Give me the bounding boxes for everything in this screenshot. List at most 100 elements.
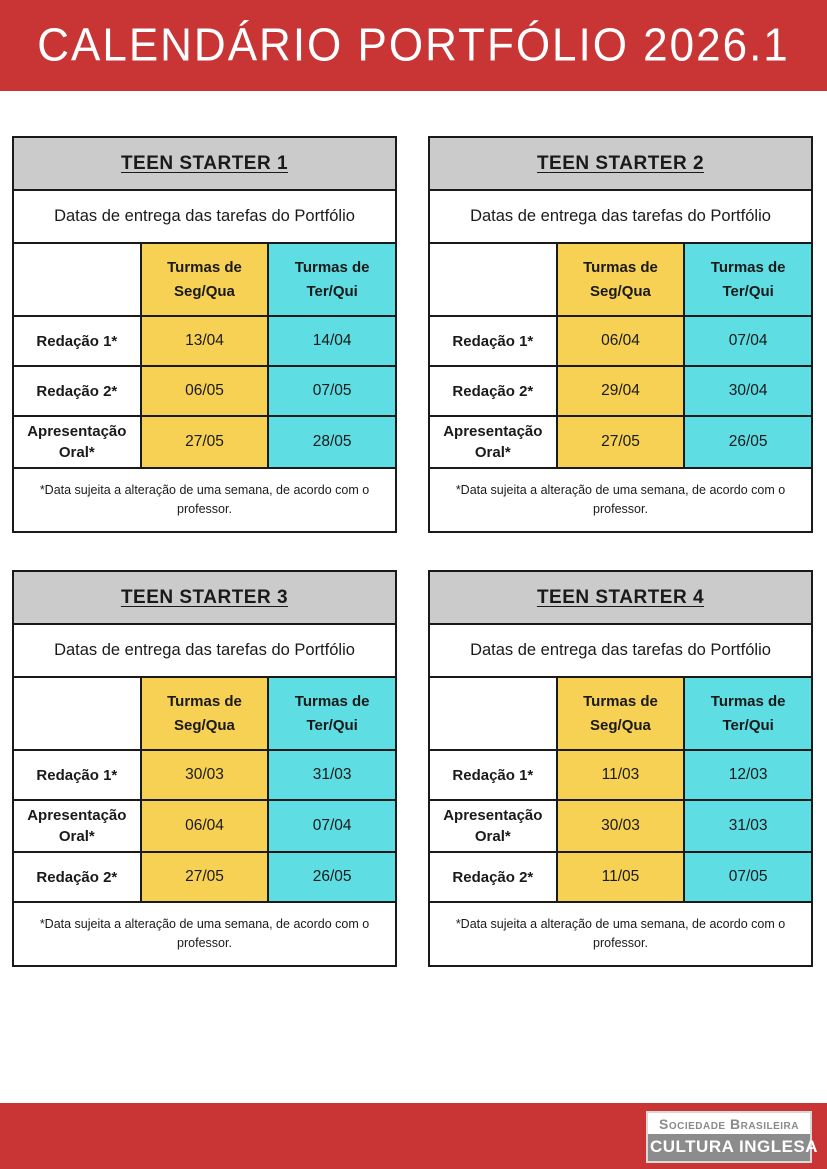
table-row: Datas de entrega das tarefas do Portfóli… — [428, 623, 813, 678]
task-label: Redação 2* — [428, 365, 558, 417]
table-row: *Data sujeita a alteração de uma semana,… — [12, 467, 397, 533]
table-row: Datas de entrega das tarefas do Portfóli… — [12, 189, 397, 244]
table-row: TEEN STARTER 2 — [428, 136, 813, 191]
task-label: Apresentação Oral* — [428, 415, 558, 469]
col-header-seg-qua: Turmas de Seg/Qua — [555, 676, 686, 751]
table-subtitle: Datas de entrega das tarefas do Portfóli… — [428, 623, 813, 678]
table-row: *Data sujeita a alteração de uma semana,… — [428, 467, 813, 533]
date-cell: 06/04 — [139, 799, 270, 853]
table-row: Redação 2* 27/05 26/05 — [12, 851, 397, 903]
table-footnote: *Data sujeita a alteração de uma semana,… — [12, 901, 397, 967]
table-title: TEEN STARTER 1 — [12, 136, 397, 191]
blank-corner-cell — [428, 676, 558, 751]
date-cell: 27/05 — [139, 415, 270, 469]
table-row: Redação 1* 06/04 07/04 — [428, 315, 813, 367]
table-row: Redação 1* 13/04 14/04 — [12, 315, 397, 367]
task-label: Redação 1* — [12, 315, 142, 367]
table-row: TEEN STARTER 1 — [12, 136, 397, 191]
date-cell: 30/03 — [139, 749, 270, 801]
table-subtitle: Datas de entrega das tarefas do Portfóli… — [428, 189, 813, 244]
task-label: Apresentação Oral* — [12, 799, 142, 853]
blank-corner-cell — [12, 676, 142, 751]
table-teen-starter-2: TEEN STARTER 2 Datas de entrega das tare… — [428, 136, 813, 533]
task-label: Redação 2* — [12, 365, 142, 417]
logo-brand-text: CULTURA INGLESA — [648, 1134, 818, 1161]
col-header-ter-qui: Turmas de Ter/Qui — [267, 676, 397, 751]
date-cell: 06/04 — [555, 315, 686, 367]
table-row: Redação 2* 06/05 07/05 — [12, 365, 397, 417]
page-title: CALENDÁRIO PORTFÓLIO 2026.1 — [37, 19, 790, 71]
table-teen-starter-1: TEEN STARTER 1 Datas de entrega das tare… — [12, 136, 397, 533]
blank-corner-cell — [12, 242, 142, 317]
table-footnote: *Data sujeita a alteração de uma semana,… — [428, 901, 813, 967]
date-cell: 07/05 — [267, 365, 397, 417]
col-header-ter-qui: Turmas de Ter/Qui — [267, 242, 397, 317]
table-teen-starter-4: TEEN STARTER 4 Datas de entrega das tare… — [428, 570, 813, 967]
date-cell: 07/04 — [683, 315, 813, 367]
date-cell: 30/04 — [683, 365, 813, 417]
date-cell: 29/04 — [555, 365, 686, 417]
col-header-ter-qui: Turmas de Ter/Qui — [683, 242, 813, 317]
task-label: Redação 1* — [428, 315, 558, 367]
date-cell: 30/03 — [555, 799, 686, 853]
task-label: Redação 2* — [428, 851, 558, 903]
task-label: Redação 1* — [12, 749, 142, 801]
task-label: Apresentação Oral* — [12, 415, 142, 469]
tables-grid: TEEN STARTER 1 Datas de entrega das tare… — [12, 136, 813, 967]
date-cell: 14/04 — [267, 315, 397, 367]
table-row: Turmas de Seg/Qua Turmas de Ter/Qui — [12, 676, 397, 751]
task-label: Redação 2* — [12, 851, 142, 903]
date-cell: 31/03 — [683, 799, 813, 853]
date-cell: 11/03 — [555, 749, 686, 801]
date-cell: 28/05 — [267, 415, 397, 469]
table-row: Redação 2* 29/04 30/04 — [428, 365, 813, 417]
table-title: TEEN STARTER 4 — [428, 570, 813, 625]
table-footnote: *Data sujeita a alteração de uma semana,… — [12, 467, 397, 533]
logo-society-text: Sociedade Brasileira — [648, 1113, 810, 1134]
date-cell: 12/03 — [683, 749, 813, 801]
page-header-banner: CALENDÁRIO PORTFÓLIO 2026.1 — [0, 0, 827, 91]
table-footnote: *Data sujeita a alteração de uma semana,… — [428, 467, 813, 533]
task-label: Redação 1* — [428, 749, 558, 801]
date-cell: 31/03 — [267, 749, 397, 801]
date-cell: 26/05 — [683, 415, 813, 469]
table-row: Apresentação Oral* 06/04 07/04 — [12, 799, 397, 853]
date-cell: 06/05 — [139, 365, 270, 417]
col-header-ter-qui: Turmas de Ter/Qui — [683, 676, 813, 751]
table-row: Turmas de Seg/Qua Turmas de Ter/Qui — [12, 242, 397, 317]
col-header-seg-qua: Turmas de Seg/Qua — [139, 242, 270, 317]
table-row: Apresentação Oral* 30/03 31/03 — [428, 799, 813, 853]
table-title: TEEN STARTER 3 — [12, 570, 397, 625]
table-row: Datas de entrega das tarefas do Portfóli… — [12, 623, 397, 678]
date-cell: 07/04 — [267, 799, 397, 853]
table-row: Datas de entrega das tarefas do Portfóli… — [428, 189, 813, 244]
table-row: *Data sujeita a alteração de uma semana,… — [12, 901, 397, 967]
table-row: Redação 1* 11/03 12/03 — [428, 749, 813, 801]
task-label: Apresentação Oral* — [428, 799, 558, 853]
date-cell: 13/04 — [139, 315, 270, 367]
table-row: Apresentação Oral* 27/05 26/05 — [428, 415, 813, 469]
table-row: Redação 2* 11/05 07/05 — [428, 851, 813, 903]
table-title: TEEN STARTER 2 — [428, 136, 813, 191]
table-row: TEEN STARTER 4 — [428, 570, 813, 625]
page-footer-bar: Sociedade Brasileira CULTURA INGLESA — [0, 1103, 827, 1169]
cultura-inglesa-logo: Sociedade Brasileira CULTURA INGLESA — [646, 1111, 818, 1163]
blank-corner-cell — [428, 242, 558, 317]
table-row: Apresentação Oral* 27/05 28/05 — [12, 415, 397, 469]
table-subtitle: Datas de entrega das tarefas do Portfóli… — [12, 623, 397, 678]
date-cell: 11/05 — [555, 851, 686, 903]
col-header-seg-qua: Turmas de Seg/Qua — [139, 676, 270, 751]
date-cell: 27/05 — [139, 851, 270, 903]
table-row: *Data sujeita a alteração de uma semana,… — [428, 901, 813, 967]
date-cell: 07/05 — [683, 851, 813, 903]
table-row: Turmas de Seg/Qua Turmas de Ter/Qui — [428, 242, 813, 317]
date-cell: 27/05 — [555, 415, 686, 469]
table-subtitle: Datas de entrega das tarefas do Portfóli… — [12, 189, 397, 244]
table-row: TEEN STARTER 3 — [12, 570, 397, 625]
table-teen-starter-3: TEEN STARTER 3 Datas de entrega das tare… — [12, 570, 397, 967]
col-header-seg-qua: Turmas de Seg/Qua — [555, 242, 686, 317]
date-cell: 26/05 — [267, 851, 397, 903]
table-row: Turmas de Seg/Qua Turmas de Ter/Qui — [428, 676, 813, 751]
table-row: Redação 1* 30/03 31/03 — [12, 749, 397, 801]
